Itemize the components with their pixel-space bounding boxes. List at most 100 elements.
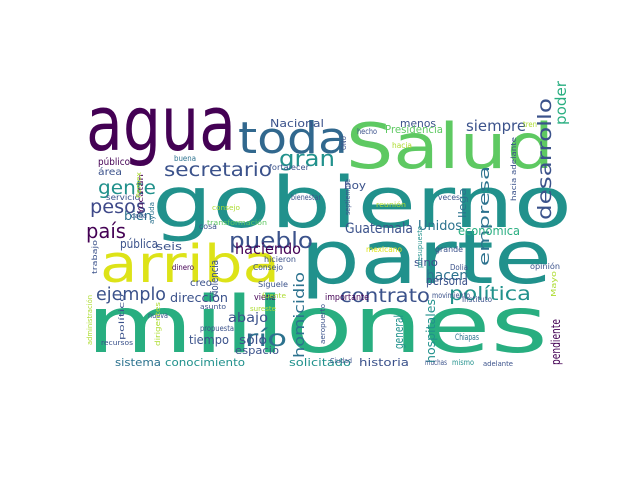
word-cosa: cosa bbox=[199, 222, 217, 231]
word-económica: económica bbox=[458, 224, 520, 238]
word-fuente: fuente bbox=[262, 292, 286, 300]
word-conocimiento: conocimiento bbox=[165, 356, 245, 369]
word-adelante: adelante bbox=[483, 360, 513, 368]
word-guatemala: Guatemala bbox=[345, 221, 413, 237]
word-siempre: siempre bbox=[466, 117, 526, 135]
word-viene: viene bbox=[254, 293, 276, 303]
word-ejemplo: ejemplo bbox=[96, 284, 166, 305]
word-dolia: Dolia bbox=[450, 263, 468, 272]
word-nacional: Nacional bbox=[270, 117, 324, 130]
word-gente: gente bbox=[98, 177, 156, 199]
word-hacia-adelante: hacia adelante bbox=[510, 137, 518, 201]
word-abajo: abajo bbox=[228, 311, 268, 326]
word-hicieron: hicieron bbox=[264, 255, 296, 264]
word-onu: ONU bbox=[340, 136, 348, 150]
word-ciudad: Ciudad bbox=[330, 357, 352, 365]
word-importante: importante bbox=[325, 293, 369, 303]
word-recursos: recursos bbox=[101, 339, 133, 347]
word-bienestar: bienestar bbox=[291, 193, 322, 202]
word-contrato: contrato bbox=[340, 285, 430, 307]
word-seis: seis bbox=[156, 240, 182, 253]
word-política: política bbox=[449, 283, 531, 305]
word-gran: gran bbox=[279, 147, 335, 172]
word-bien: bien bbox=[124, 209, 152, 223]
word-tren: tren bbox=[523, 120, 537, 129]
word-haciendo: haciendo bbox=[235, 240, 301, 258]
word-cada: cada bbox=[131, 212, 147, 220]
word-trabajo: trabajo bbox=[91, 240, 99, 274]
word-movimiento: movimiento bbox=[432, 291, 470, 300]
word-sistema: sistema bbox=[115, 356, 161, 369]
word-hoy: hoy bbox=[344, 179, 367, 192]
word-persona: persona bbox=[426, 274, 468, 288]
word-consejo: consejo bbox=[212, 204, 240, 212]
word-empresa: empresa bbox=[477, 166, 493, 266]
word-propuesta: propuesta bbox=[200, 324, 234, 333]
word-dirección: dirección bbox=[170, 291, 228, 305]
word-historia: historia bbox=[359, 356, 409, 369]
word-consejo: Consejo bbox=[253, 263, 283, 272]
word-hecho: hecho bbox=[357, 127, 377, 136]
word-pública: pública bbox=[120, 237, 158, 251]
word-mismo: mismo bbox=[452, 358, 474, 367]
word-solicitado: solicitado bbox=[289, 356, 351, 369]
word-tiempo: tiempo bbox=[189, 333, 229, 347]
word-ayuda: ayuda bbox=[148, 202, 156, 224]
word-parte: parte bbox=[300, 215, 552, 301]
word-sino: sino bbox=[414, 256, 438, 269]
word-veces: veces bbox=[438, 193, 460, 202]
word-general: general bbox=[392, 315, 406, 349]
word-homicidio: homicidio bbox=[292, 272, 308, 358]
word-gobierno: gobierno bbox=[152, 162, 572, 244]
word-agua: agua bbox=[86, 79, 236, 168]
word-nueva: nueva bbox=[148, 311, 168, 320]
word-llega: llega bbox=[456, 188, 469, 218]
word-mexicano: mexicano bbox=[366, 245, 402, 254]
word-dirigentes: dirigentes bbox=[154, 302, 162, 346]
word-pueblo: pueblo bbox=[229, 229, 313, 254]
word-fortalecer: fortalecer bbox=[269, 163, 310, 172]
word-arriba: arriba bbox=[100, 235, 280, 295]
word-desarrollo: desarrollo bbox=[534, 98, 556, 220]
word-violencia: violencia bbox=[208, 260, 221, 298]
word-sólo: sólo bbox=[239, 333, 267, 347]
word-servicio: servicio bbox=[106, 193, 140, 202]
word-presidencia: Presidencia bbox=[385, 123, 443, 136]
word-área: área bbox=[98, 166, 122, 178]
word-administración: administración bbox=[86, 295, 94, 345]
word-salud: Salud bbox=[346, 110, 554, 183]
word-millones: millones bbox=[86, 281, 548, 371]
word-mayo: Mayo bbox=[550, 271, 558, 297]
word-chiapas: Chiapas bbox=[455, 333, 479, 343]
word-hospitales: hospitales bbox=[424, 299, 438, 363]
word-asunto: asunto bbox=[200, 303, 226, 311]
word-pendiente: pendiente bbox=[549, 319, 563, 365]
word-yucatán: Yucatán bbox=[137, 174, 145, 215]
word-país: país bbox=[86, 219, 126, 243]
word-pemex: Pemex bbox=[135, 172, 143, 198]
word-aeropuerto: aeropuerto bbox=[319, 304, 327, 344]
word-transformación: transformación bbox=[207, 219, 267, 227]
word-hacia: hacia bbox=[392, 141, 412, 150]
word-grande: grande bbox=[435, 245, 463, 254]
word-dinero: dinero bbox=[172, 263, 194, 272]
word-buena: buena bbox=[174, 154, 196, 163]
word-político: político bbox=[118, 294, 126, 340]
word-pesos: pesos bbox=[90, 196, 146, 218]
word-creo: creo bbox=[190, 278, 212, 289]
word-poder: poder bbox=[552, 80, 570, 125]
word-río: río bbox=[245, 326, 287, 352]
word-instituto: Instituto bbox=[462, 295, 492, 304]
word-muchas: muchas bbox=[425, 358, 447, 367]
word-unidos: Unidos bbox=[418, 219, 462, 234]
word-sureste: sureste bbox=[250, 305, 276, 313]
word-síguele: Síguele bbox=[258, 280, 288, 289]
word-hacen: hacen bbox=[426, 268, 468, 284]
word-menos: menos bbox=[400, 117, 436, 130]
word-reunión: reunión bbox=[376, 201, 406, 209]
word-presupuesto: presupuesto bbox=[416, 226, 424, 268]
word-secretario: secretario bbox=[164, 159, 272, 181]
